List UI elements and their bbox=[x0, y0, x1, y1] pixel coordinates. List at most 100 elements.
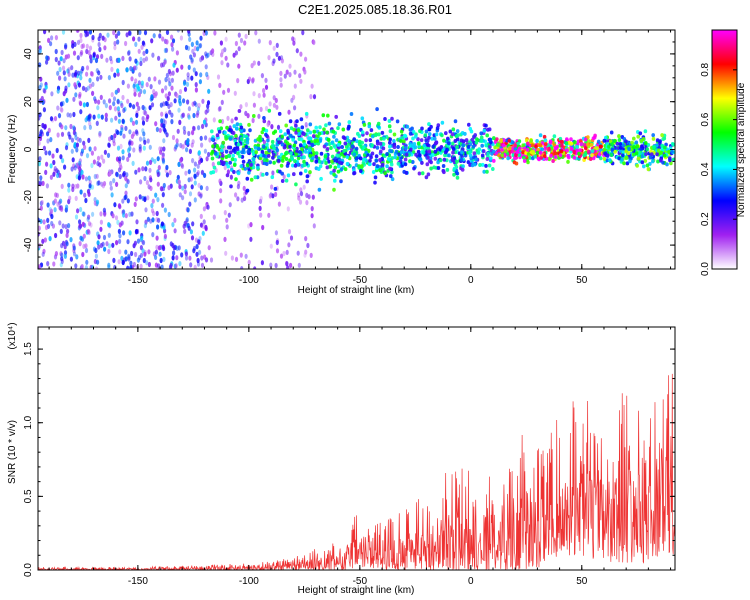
heatmap-cell bbox=[513, 146, 518, 151]
heatmap-cell bbox=[140, 44, 144, 50]
heatmap-cell bbox=[224, 149, 229, 154]
heatmap-cell bbox=[180, 64, 184, 70]
heatmap-cell bbox=[126, 198, 130, 204]
heatmap-cell bbox=[448, 129, 453, 134]
heatmap-cell bbox=[160, 186, 164, 192]
heatmap-cell bbox=[300, 125, 305, 130]
heatmap-cell bbox=[81, 43, 86, 49]
heatmap-cell bbox=[670, 149, 674, 154]
heatmap-cell bbox=[610, 147, 615, 152]
heatmap-cell bbox=[306, 242, 310, 249]
heatmap-cell bbox=[219, 188, 223, 194]
heatmap-cell bbox=[113, 45, 117, 51]
heatmap-cell bbox=[126, 265, 130, 269]
heatmap-cell bbox=[253, 145, 258, 150]
heatmap-cell bbox=[132, 104, 136, 110]
heatmap-cell bbox=[414, 134, 418, 139]
heatmap-cell bbox=[655, 152, 659, 157]
heatmap-cell bbox=[126, 83, 130, 89]
heatmap-cell bbox=[216, 74, 221, 80]
heatmap-cell bbox=[516, 141, 520, 146]
heatmap-cell bbox=[124, 256, 128, 262]
heatmap-cell bbox=[46, 138, 50, 144]
heatmap-cell bbox=[200, 255, 204, 261]
heatmap-cell bbox=[197, 191, 201, 197]
heatmap-cell bbox=[85, 43, 89, 50]
heatmap-cell bbox=[121, 259, 125, 265]
colorbar-label: Normalized spectral amplitude bbox=[736, 82, 747, 217]
spectrogram-x-tick-label: -50 bbox=[353, 275, 368, 286]
heatmap-cell bbox=[84, 243, 88, 249]
heatmap-cell bbox=[109, 185, 113, 191]
heatmap-cell bbox=[245, 188, 250, 193]
heatmap-cell bbox=[224, 155, 229, 159]
heatmap-cell bbox=[410, 143, 415, 148]
heatmap-cell bbox=[569, 137, 573, 142]
heatmap-cell bbox=[464, 138, 469, 143]
heatmap-cell bbox=[161, 192, 165, 198]
heatmap-cell bbox=[235, 147, 240, 151]
heatmap-cell bbox=[392, 145, 397, 150]
heatmap-cell bbox=[244, 33, 248, 40]
heatmap-cell bbox=[275, 104, 279, 110]
heatmap-cell bbox=[380, 130, 385, 135]
heatmap-cell bbox=[70, 137, 75, 143]
heatmap-cell bbox=[39, 218, 43, 224]
heatmap-cell bbox=[237, 63, 241, 69]
heatmap-cell bbox=[445, 167, 450, 172]
heatmap-cell bbox=[603, 151, 607, 156]
heatmap-cell bbox=[399, 138, 403, 143]
heatmap-cell bbox=[79, 37, 83, 44]
heatmap-cell bbox=[193, 197, 197, 203]
heatmap-cell bbox=[380, 162, 385, 167]
heatmap-cell bbox=[115, 172, 119, 178]
heatmap-cell bbox=[329, 170, 334, 175]
heatmap-cell bbox=[503, 153, 507, 158]
heatmap-cell bbox=[617, 134, 621, 139]
heatmap-cell bbox=[95, 266, 99, 269]
heatmap-cell bbox=[264, 77, 268, 83]
heatmap-cell bbox=[229, 174, 233, 180]
heatmap-cell bbox=[484, 163, 488, 168]
heatmap-cell bbox=[116, 39, 120, 45]
heatmap-cell bbox=[266, 121, 270, 127]
heatmap-cell bbox=[76, 136, 80, 142]
heatmap-cell bbox=[336, 164, 341, 169]
heatmap-cell bbox=[127, 152, 131, 158]
heatmap-cell bbox=[359, 169, 363, 173]
heatmap-cell bbox=[167, 77, 171, 83]
heatmap-cell bbox=[83, 192, 87, 198]
heatmap-cell bbox=[474, 157, 479, 162]
heatmap-cell bbox=[196, 257, 200, 264]
snr-x-label: Height of straight line (km) bbox=[298, 585, 415, 596]
heatmap-cell bbox=[318, 138, 323, 143]
heatmap-cell bbox=[136, 238, 140, 244]
heatmap-cell bbox=[193, 180, 197, 186]
heatmap-cell bbox=[597, 152, 602, 157]
heatmap-cell bbox=[78, 160, 82, 166]
heatmap-cell bbox=[41, 238, 45, 244]
heatmap-cell bbox=[162, 138, 166, 144]
heatmap-cell bbox=[553, 146, 558, 150]
heatmap-cell bbox=[370, 134, 375, 139]
heatmap-cell bbox=[612, 138, 617, 143]
heatmap-cell bbox=[80, 151, 84, 157]
heatmap-cell bbox=[161, 202, 165, 208]
heatmap-cell bbox=[538, 143, 543, 148]
heatmap-cell bbox=[154, 249, 158, 255]
heatmap-cell bbox=[333, 178, 337, 183]
heatmap-cell bbox=[38, 84, 42, 91]
heatmap-cell bbox=[529, 138, 533, 143]
heatmap-cell bbox=[646, 167, 651, 172]
heatmap-cell bbox=[239, 125, 244, 130]
heatmap-cell bbox=[139, 56, 143, 62]
heatmap-cell bbox=[397, 152, 401, 157]
snr-y-axis: 0.00.51.01.5 bbox=[23, 342, 675, 577]
heatmap-cell bbox=[85, 71, 89, 77]
heatmap-cell bbox=[507, 138, 512, 143]
heatmap-cell bbox=[387, 124, 392, 129]
heatmap-cell bbox=[186, 99, 190, 105]
heatmap-cell bbox=[95, 173, 99, 179]
heatmap-cell bbox=[193, 161, 197, 167]
heatmap-cell bbox=[144, 166, 148, 172]
